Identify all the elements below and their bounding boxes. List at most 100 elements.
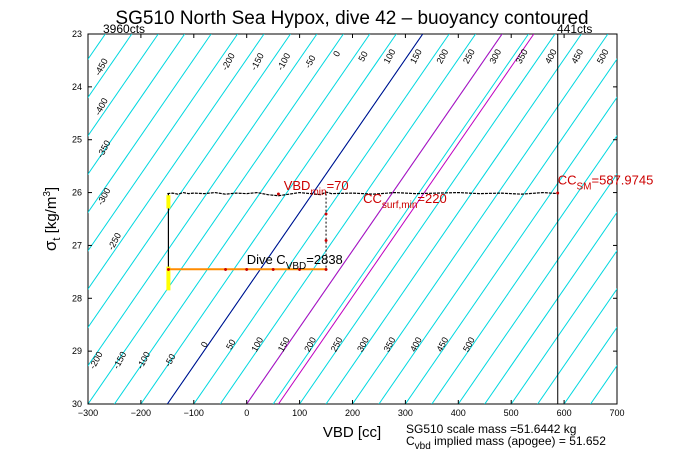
red-marker-1: •: [224, 264, 228, 276]
footer-implied-mass: Cvbd implied mass (apogee) = 51.652: [406, 434, 606, 452]
y-tick-label-3: 26: [72, 188, 82, 198]
vbd-min-label-main: VBD: [284, 178, 311, 193]
footer-scale-mass: SG510 scale mass =51.6442 kg: [406, 422, 576, 436]
dive-c-vbd-label: Dive CVBD=2838: [247, 252, 343, 272]
cc-surf-min-label-main: CC: [363, 191, 382, 206]
x-tick-label-4: 100: [292, 408, 307, 418]
dive-profile-line: [167, 191, 559, 197]
footer-implied-mass-tail: implied mass (apogee) = 51.652: [431, 434, 606, 448]
chart-title: SG510 North Sea Hypox, dive 42 – buoyanc…: [115, 8, 588, 29]
y-axis-label-main: σ: [41, 240, 60, 251]
cc-sm-label: CCSM=587.9745: [558, 173, 654, 193]
contour-line-16: [272, 34, 529, 404]
red-marker-7: •: [324, 209, 328, 221]
y-tick-label-1: 24: [72, 82, 82, 92]
y-tick-label-5: 28: [72, 293, 82, 303]
corner-label-left: 3960cts: [103, 22, 145, 36]
contour-line-26: [537, 288, 617, 404]
y-tick-label-4: 27: [72, 240, 82, 250]
contour-line-27: [563, 326, 617, 404]
contour-label-10: 50: [356, 50, 370, 64]
contour-line-24: [484, 211, 617, 404]
highlight-line-1: [246, 34, 503, 404]
x-tick-label-7: 400: [451, 408, 466, 418]
contour-line-19: [352, 34, 609, 404]
cc-sm-label-tail: =587.9745: [592, 173, 654, 188]
contour-line-31: [670, 34, 681, 404]
highlight-line-2: [278, 34, 535, 404]
dive-profile: • • • • • • • • • •: [166, 188, 560, 291]
y-tick-label-0: 23: [72, 29, 82, 39]
contour-label-25: 50: [224, 338, 238, 352]
contour-line-29: [616, 403, 617, 404]
contour-line-23: [457, 173, 617, 404]
contour-line-1: [88, 34, 133, 99]
y-axis-label: σt [kg/m3]: [41, 187, 63, 251]
red-marker-8: •: [277, 189, 281, 201]
contour-line-18: [325, 34, 582, 404]
x-tick-label-1: −200: [131, 408, 151, 418]
vbd-min-label: VBDmin=70: [284, 178, 349, 198]
y-tick-label-2: 25: [72, 135, 82, 145]
x-tick-label-5: 200: [345, 408, 360, 418]
contour-line-30: [643, 34, 681, 404]
dive-c-vbd-label-main: Dive C: [247, 252, 286, 267]
x-tick-label-3: 0: [244, 408, 249, 418]
contour-line-4: [88, 34, 212, 214]
contour-line-25: [510, 249, 617, 404]
x-tick-label-8: 500: [504, 408, 519, 418]
contour-line-17: [299, 34, 556, 404]
contour-line-6: [88, 34, 265, 290]
y-axis-label-units-post: ]: [43, 187, 60, 191]
red-marker-5: •: [324, 264, 328, 276]
contour-line-22: [431, 134, 617, 404]
cc-sm-label-sub: SM: [577, 182, 592, 193]
footer-implied-mass-sub: vbd: [415, 441, 431, 452]
contour-line-13: [193, 34, 450, 404]
cc-surf-min-label-sub: surf,min: [382, 200, 418, 211]
footer-implied-mass-main: C: [406, 434, 415, 448]
contour-line-20: [378, 58, 617, 404]
contour-line-5: [88, 34, 238, 252]
cc-surf-min-label-tail: =220: [417, 191, 446, 206]
contour-line-14: [219, 34, 477, 404]
cc-sm-label-main: CC: [558, 173, 577, 188]
contour-line-8: [88, 34, 318, 367]
red-marker-2: •: [245, 264, 249, 276]
highlight-lines: [166, 34, 559, 404]
x-tick-label-10: 700: [609, 408, 624, 418]
x-tick-label-0: −300: [78, 408, 98, 418]
contour-line-11: [140, 34, 397, 404]
cc-surf-min-label: CCsurf,min=220: [363, 191, 447, 211]
y-axis-label-sub: t: [51, 238, 63, 241]
annotations: VBDmin=70CCsurf,min=220CCSM=587.9745Dive…: [247, 173, 654, 272]
y-axis-label-units: [kg/m: [43, 197, 60, 238]
contour-line-21: [404, 96, 617, 404]
vbd-min-label-tail: =70: [327, 178, 349, 193]
contour-line-3: [88, 34, 186, 175]
dive-c-vbd-label-sub: VBD: [286, 261, 307, 272]
x-axis-label: VBD [cc]: [323, 424, 381, 441]
x-tick-label-6: 300: [398, 408, 413, 418]
red-marker-9: •: [556, 188, 560, 200]
y-axis-ticks: 23 24 25 26 27 28 29 30: [72, 29, 617, 409]
red-marker-6: •: [324, 235, 328, 247]
red-marker-0: •: [166, 264, 170, 276]
x-tick-label-2: −100: [184, 408, 204, 418]
contour-label-9: 0: [331, 49, 342, 58]
contour-line-7: [88, 34, 291, 329]
x-axis-ticks: −300 −200 −100 0 100 200 300 400 500 600 700: [78, 34, 625, 418]
y-tick-label-7: 30: [72, 399, 82, 409]
contour-line-9: [88, 34, 344, 404]
contour-line-2: [88, 34, 159, 137]
red-marker-3: •: [271, 264, 275, 276]
y-axis-label-units-sup: 3: [42, 191, 53, 197]
contour-line-10: [114, 34, 371, 404]
contour-label-24: 0: [199, 340, 210, 349]
vbd-min-label-sub: min: [310, 187, 326, 198]
plot-area: [87, 33, 618, 405]
highlight-line-0: [166, 34, 424, 404]
corner-label-right: 441cts: [557, 22, 592, 36]
y-tick-label-6: 29: [72, 346, 82, 356]
